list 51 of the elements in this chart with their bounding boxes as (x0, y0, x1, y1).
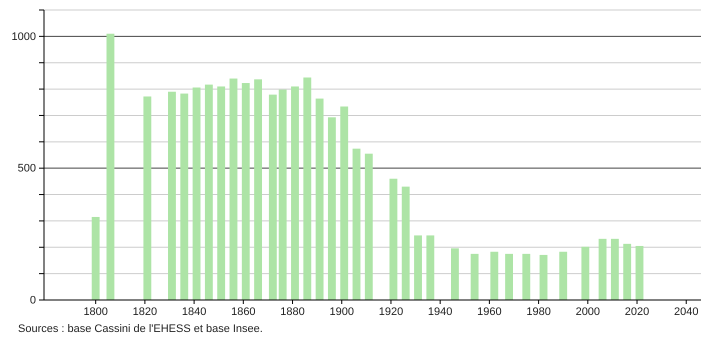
x-tick-label: 1900 (330, 306, 354, 318)
bar (316, 98, 324, 300)
bar (598, 238, 607, 300)
x-tick-label: 1920 (378, 306, 404, 318)
bar (505, 254, 514, 300)
x-tick-label: 1820 (132, 306, 158, 318)
x-tick-label: 1880 (280, 306, 305, 318)
bar (303, 77, 312, 300)
bar (217, 86, 226, 300)
bar (426, 235, 434, 300)
x-tick-label: 1800 (83, 306, 108, 318)
bar (610, 238, 619, 300)
x-tick-label: 1860 (231, 306, 256, 318)
bar (204, 84, 213, 300)
bar (192, 88, 200, 300)
bar (389, 178, 398, 300)
bar (242, 83, 250, 300)
bar (168, 92, 176, 300)
bar (143, 96, 152, 300)
bar (470, 254, 479, 300)
bar (352, 148, 360, 300)
bar (581, 246, 590, 300)
x-tick-label: 2020 (624, 306, 650, 318)
y-tick-label: 500 (18, 162, 36, 175)
bar (414, 235, 422, 300)
bar (623, 244, 632, 300)
x-tick-label: 1960 (477, 306, 502, 318)
bar (364, 154, 373, 300)
y-tick-label: 1000 (12, 30, 36, 43)
source-note: Sources : base Cassini de l'EHESS et base Insee. (18, 323, 263, 335)
bar (328, 117, 336, 300)
bar (92, 216, 100, 300)
bar (254, 79, 262, 300)
bar (230, 78, 238, 300)
bar (402, 186, 410, 300)
bar (490, 252, 498, 300)
x-tick-label: 2040 (674, 306, 698, 318)
bar (340, 106, 348, 300)
bar (636, 246, 644, 300)
x-tick-label: 1940 (428, 306, 452, 318)
bar (291, 86, 299, 300)
x-tick-label: 1980 (526, 306, 551, 318)
bar (540, 254, 548, 300)
y-tick-label: 0 (30, 294, 36, 307)
bar (559, 252, 568, 300)
bar (450, 248, 459, 300)
x-tick-label: 2000 (576, 306, 600, 318)
bar (180, 94, 188, 300)
bar (522, 254, 530, 300)
x-tick-label: 1840 (182, 306, 206, 318)
bar (106, 34, 114, 300)
